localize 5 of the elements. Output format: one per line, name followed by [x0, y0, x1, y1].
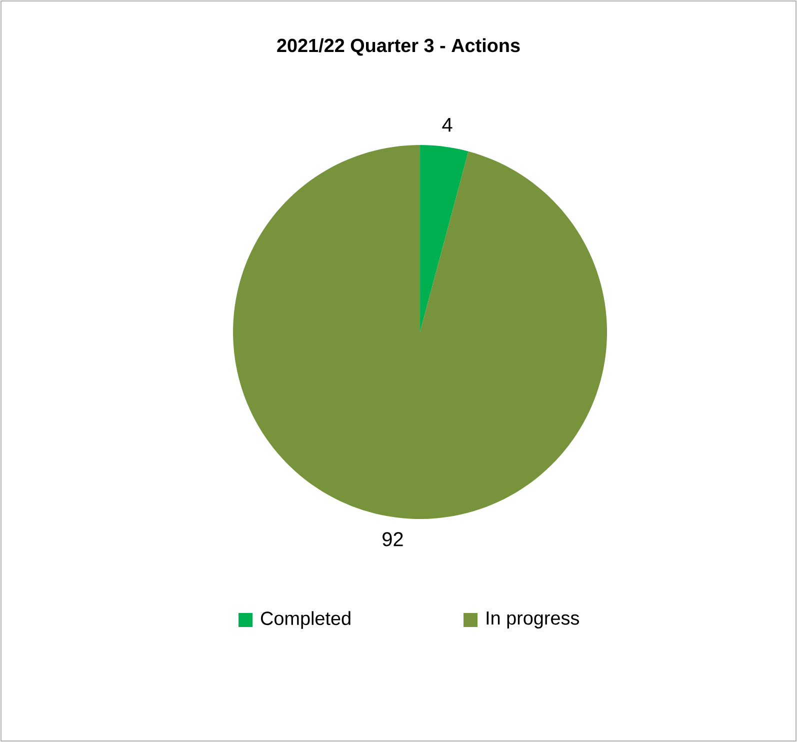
chart-title: 2021/22 Quarter 3 - Actions: [277, 38, 520, 56]
legend-label: In progress: [486, 612, 580, 628]
legend-label: Completed: [260, 611, 350, 629]
data-label: 92: [382, 532, 403, 546]
data-label: 4: [442, 118, 452, 132]
